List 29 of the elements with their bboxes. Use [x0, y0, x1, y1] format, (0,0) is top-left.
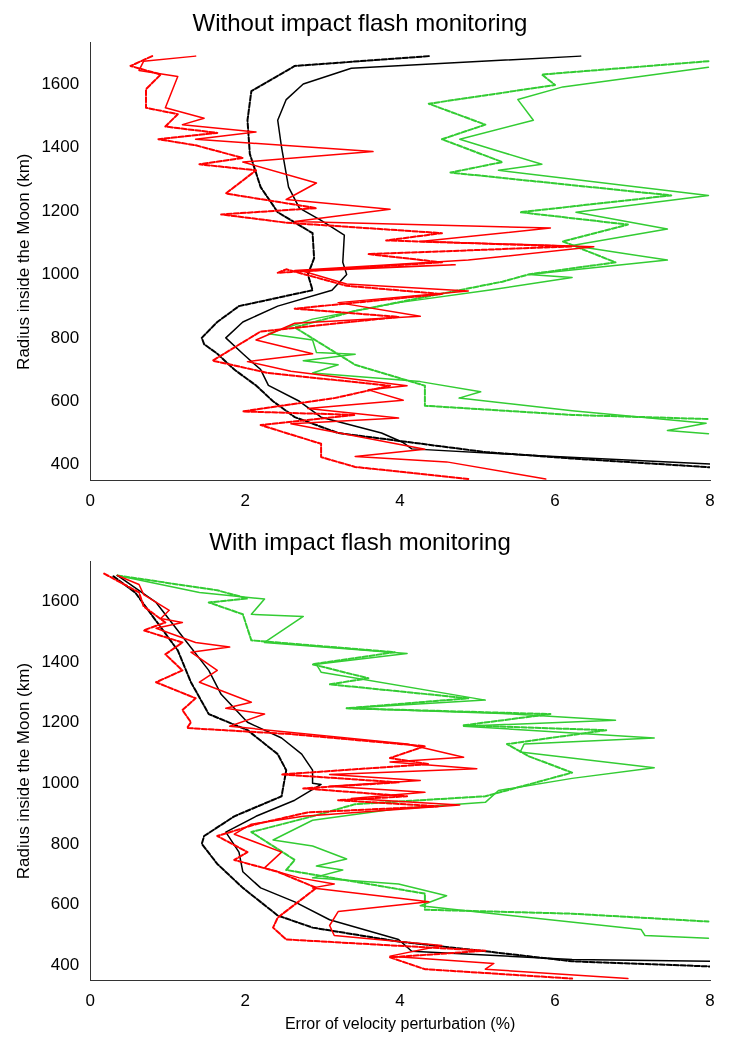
y-tick-label: 1600: [41, 590, 80, 610]
x-tick-label: 4: [395, 991, 405, 1011]
y-tick-label: 600: [50, 894, 80, 914]
y-axis-title: Radius inside the Moon (km): [13, 662, 33, 880]
x-tick-label: 0: [85, 491, 95, 511]
y-tick-label: 1000: [41, 264, 80, 284]
y-tick-label: 1400: [41, 651, 80, 671]
x-tick-label: 0: [85, 991, 95, 1011]
x-tick-label: 2: [240, 491, 250, 511]
y-tick-label: 1400: [41, 137, 80, 157]
y-tick-label: 400: [50, 454, 80, 474]
x-tick-label: 6: [550, 491, 560, 511]
x-tick-label: 4: [395, 491, 405, 511]
y-tick-label: 1200: [41, 712, 80, 732]
y-axis-title: Radius inside the Moon (km): [13, 153, 33, 370]
x-tick-label: 6: [550, 991, 560, 1011]
chart-title: Without impact flash monitoring: [192, 9, 528, 37]
y-tick-label: 1600: [41, 73, 80, 93]
x-tick-label: 2: [240, 991, 250, 1011]
x-axis-title: Error of velocity perturbation (%): [284, 1014, 516, 1032]
x-tick-label: 8: [705, 991, 715, 1011]
chart-title: With impact flash monitoring: [209, 528, 511, 556]
x-tick-label: 8: [705, 491, 715, 511]
y-tick-label: 600: [50, 390, 80, 410]
y-tick-label: 400: [50, 954, 80, 974]
y-tick-label: 800: [50, 833, 80, 853]
y-tick-label: 800: [50, 327, 80, 347]
y-tick-label: 1200: [41, 200, 80, 220]
y-tick-label: 1000: [41, 772, 80, 792]
